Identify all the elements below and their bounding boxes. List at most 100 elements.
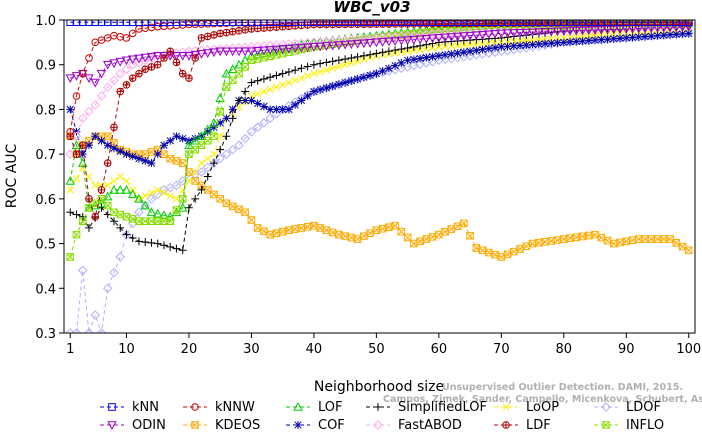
data-point-kdeos (441, 228, 449, 236)
series-line-loop (69, 28, 689, 200)
data-point-inflo (235, 69, 243, 78)
data-point-cof (428, 52, 437, 61)
data-point-cof (85, 141, 93, 150)
data-point-kdeos (316, 224, 324, 232)
data-point-loop (154, 186, 162, 194)
data-point-loop (485, 39, 493, 47)
data-point-loop (66, 186, 74, 194)
data-point-ldf (172, 58, 181, 67)
data-point-odin (90, 78, 100, 88)
series-line-kdeos (69, 135, 690, 258)
data-point-simplifiedlof (378, 48, 387, 57)
legend-entry-knn: kNN (100, 400, 159, 415)
data-point-lof (215, 93, 225, 103)
data-point-lof (146, 207, 157, 217)
data-point-kdeos (203, 186, 212, 194)
data-point-ldof (215, 153, 225, 164)
data-point-odin (221, 47, 232, 57)
data-point-kdeos (447, 225, 456, 233)
data-point-cof (216, 118, 225, 127)
data-point-cof (103, 141, 112, 150)
data-point-kdeos (478, 246, 487, 255)
x-tick-label: 70 (493, 342, 510, 357)
data-point-kdeos (172, 157, 181, 165)
data-point-kdeos (416, 237, 424, 246)
watermark-line-1: Unsupervised Outlier Detection. DAMI, 20… (442, 382, 683, 393)
data-point-simplifiedlof (291, 66, 300, 74)
data-point-ldf (128, 74, 137, 82)
watermark-line-2: Campos, Zimek, Sander, Campello, Micenko… (383, 394, 702, 405)
x-tick-label: 100 (676, 342, 701, 357)
x-tick-label: 80 (556, 342, 573, 357)
data-point-cof (553, 38, 562, 47)
data-point-cof (141, 156, 150, 165)
data-point-cof (666, 30, 674, 39)
data-point-loop (110, 177, 118, 185)
data-point-loop (216, 132, 224, 140)
chart-title: WBC_v03 (333, 0, 410, 16)
data-point-lof (127, 189, 138, 199)
data-point-odin (290, 44, 300, 54)
data-point-loop (160, 189, 168, 197)
data-point-odin (434, 34, 444, 43)
data-point-kdeos (166, 154, 175, 163)
series-knn (66, 20, 693, 27)
data-point-ldof (121, 229, 132, 240)
legend-label-cof: COF (318, 418, 345, 433)
data-point-ldf (141, 65, 150, 73)
data-point-simplifiedlof (235, 96, 243, 105)
data-point-simplifiedlof (278, 69, 287, 78)
legend-marker-loop (502, 403, 510, 411)
data-point-cof (578, 37, 587, 45)
data-point-cof (78, 150, 87, 159)
data-point-kdeos (622, 237, 631, 246)
data-point-cof (266, 105, 275, 114)
data-point-inflo (228, 76, 237, 85)
data-point-cof (672, 30, 681, 39)
data-point-odin (65, 74, 75, 84)
data-point-cof (634, 33, 643, 41)
data-point-lof (259, 48, 269, 57)
data-point-simplifiedlof (372, 49, 381, 58)
data-point-odin (240, 47, 250, 57)
data-point-loop (210, 150, 218, 158)
data-point-cof (566, 38, 574, 46)
data-point-odin (321, 42, 332, 51)
data-point-kdeos (572, 233, 581, 242)
data-point-cof (472, 46, 481, 55)
legend-marker-odin (107, 421, 117, 430)
data-point-ldf (153, 60, 162, 69)
data-point-lof (196, 131, 207, 141)
data-point-lof (184, 140, 194, 149)
data-point-ldof (84, 328, 94, 333)
data-point-lof (78, 158, 88, 167)
legend-marker-ldf (502, 421, 510, 429)
data-point-ldf (135, 69, 143, 78)
data-point-simplifiedlof (110, 217, 118, 226)
y-axis-title: ROC AUC (4, 143, 20, 208)
data-point-loop (303, 72, 312, 80)
data-point-odin (277, 45, 288, 55)
y-tick-label: 0.4 (35, 282, 56, 297)
data-point-ldf (103, 159, 112, 167)
data-point-kdeos (684, 246, 693, 255)
data-point-ldf (253, 24, 262, 33)
data-point-lof (246, 50, 257, 60)
data-point-loop (316, 68, 324, 76)
data-point-cof (328, 82, 337, 91)
data-point-ldf (160, 54, 168, 62)
data-point-odin (359, 39, 369, 49)
data-point-lof (202, 124, 213, 134)
data-point-simplifiedlof (403, 44, 412, 52)
data-point-cof (459, 48, 468, 57)
data-point-loop (291, 76, 299, 85)
data-point-loop (466, 40, 474, 49)
data-point-simplifiedlof (303, 62, 312, 71)
series-loop (66, 25, 693, 203)
data-point-kdeos (247, 216, 256, 224)
data-point-cof (547, 39, 556, 48)
data-point-cof (541, 39, 549, 48)
data-point-fastabod (84, 106, 94, 117)
data-point-kdeos (322, 226, 331, 234)
